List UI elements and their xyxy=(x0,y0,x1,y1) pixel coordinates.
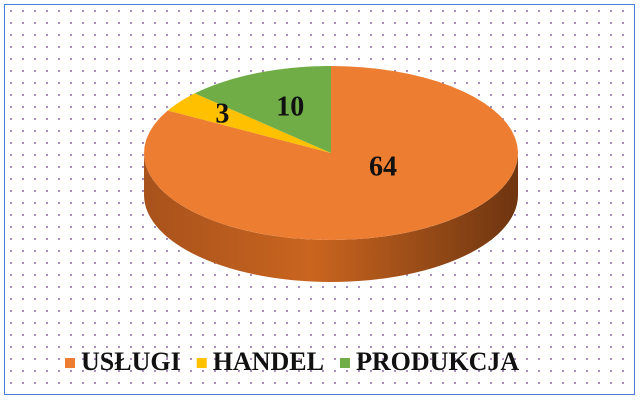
legend-swatch xyxy=(65,358,75,368)
data-label: 64 xyxy=(369,152,397,183)
pie-slice xyxy=(194,66,331,153)
legend-swatch xyxy=(339,358,350,368)
legend-label: HANDEL xyxy=(213,347,324,376)
legend-label: PRODUKCJA xyxy=(356,347,519,376)
chart-frame: 64 3 10 USŁUGI HANDEL PRODUKCJA xyxy=(4,4,635,395)
data-label: 10 xyxy=(276,91,304,122)
data-label: 3 xyxy=(215,98,229,129)
legend-swatch xyxy=(196,358,207,368)
pie-side xyxy=(144,153,518,282)
pie-slice xyxy=(167,93,331,153)
chart: 64 3 10 USŁUGI HANDEL PRODUKCJA xyxy=(65,66,519,376)
pie-slice xyxy=(144,66,518,240)
legend-label: USŁUGI xyxy=(81,347,181,376)
